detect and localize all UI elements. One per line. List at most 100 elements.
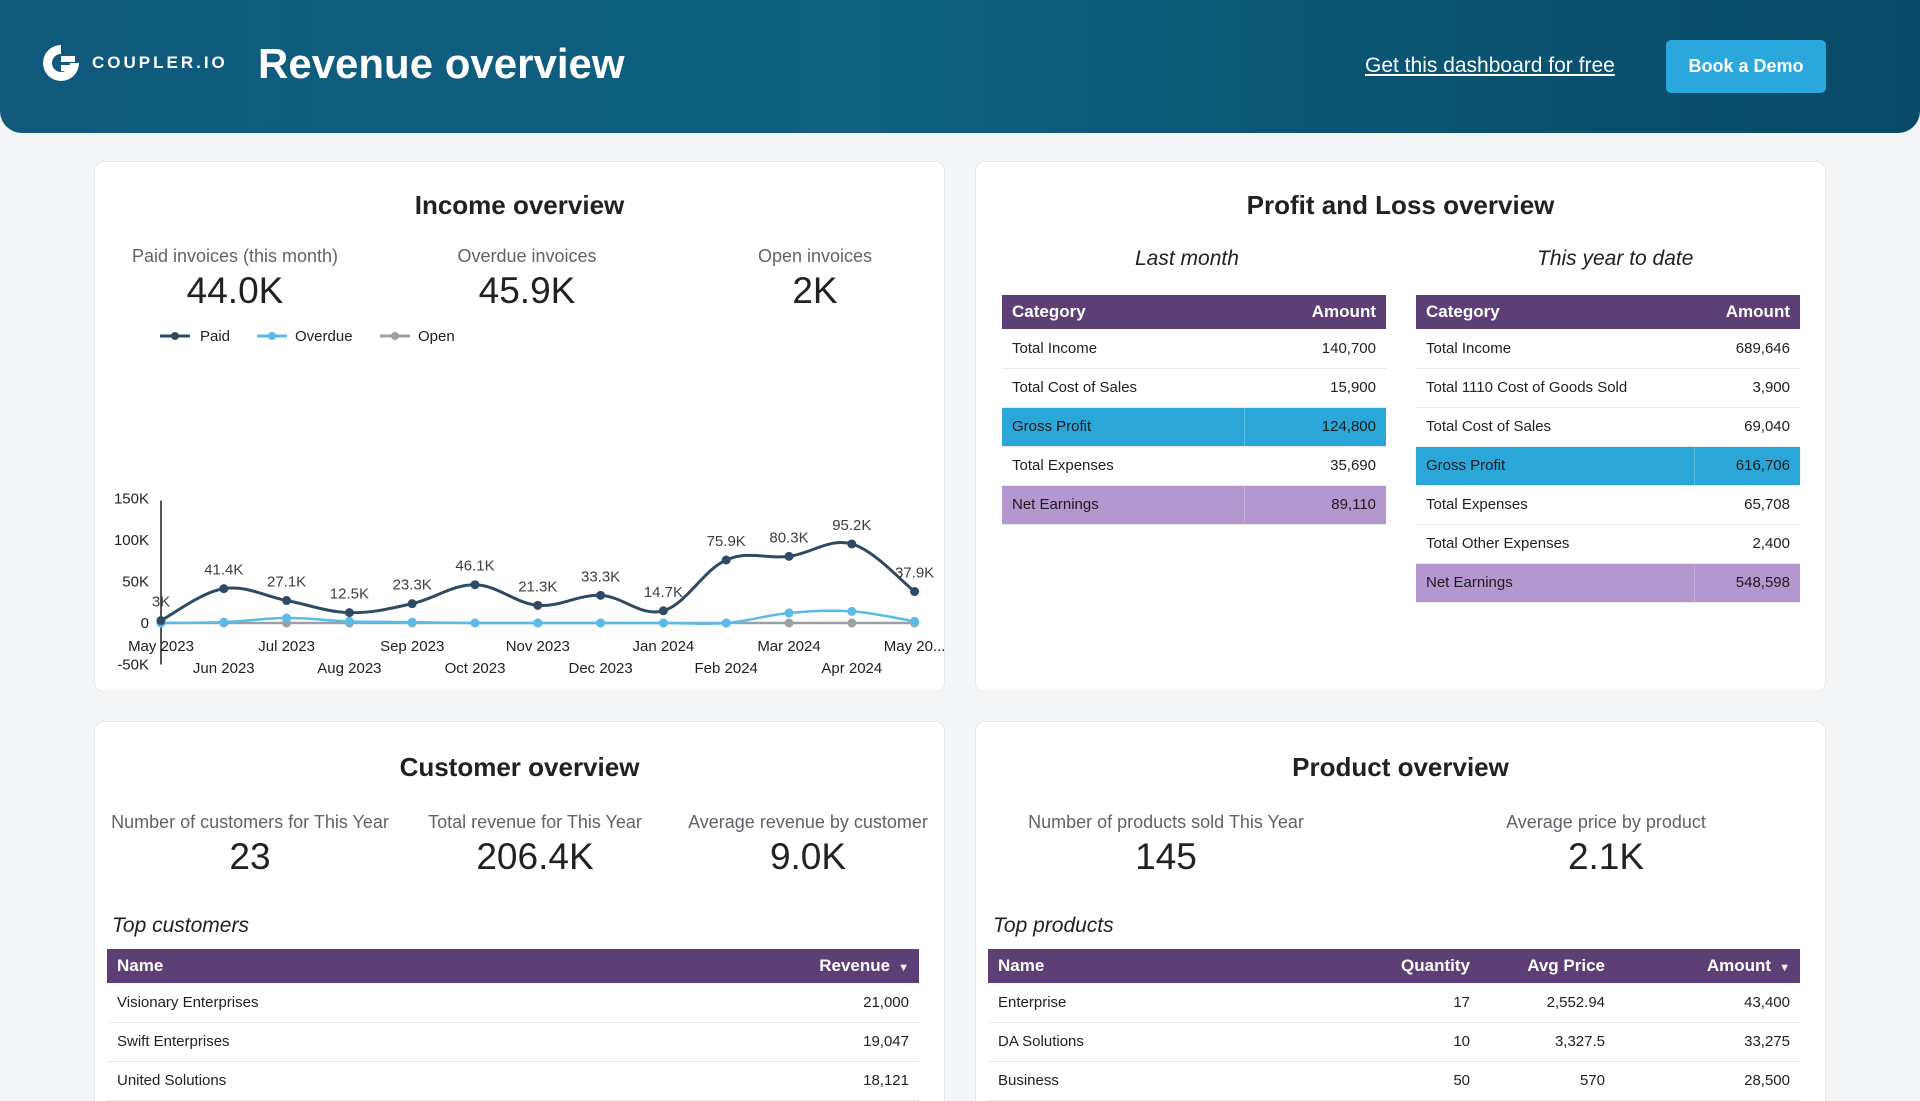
- series-point-overdue: [910, 616, 920, 626]
- kpi-label: Average price by product: [1506, 812, 1706, 832]
- logo[interactable]: COUPLER.IO: [40, 42, 228, 84]
- ytd-table[interactable]: Category Amount Total Income 689,646 Tota…: [1416, 295, 1800, 603]
- cell-name: Visionary Enterprises: [107, 983, 591, 1023]
- cell-amount: 2,400: [1694, 524, 1800, 564]
- data-label: 21.3K: [518, 578, 557, 595]
- col-amount[interactable]: Amount ▼: [1615, 949, 1800, 983]
- logo-text: COUPLER.IO: [92, 53, 228, 72]
- data-label: 33.3K: [581, 568, 620, 585]
- col-amount[interactable]: Amount: [1244, 295, 1386, 329]
- cell-category: Total Income: [1416, 329, 1695, 369]
- series-point-overdue: [533, 618, 543, 628]
- series-point-open: [784, 618, 794, 628]
- kpi-total-revenue: Total revenue for This Year 206.4K: [400, 812, 670, 878]
- legend-open-label: Open: [418, 328, 455, 345]
- kpi-value: 44.0K: [186, 270, 284, 311]
- top-customers-table[interactable]: Name Revenue ▼ Visionary Enterprises 21,00…: [107, 949, 919, 1101]
- series-point-overdue: [721, 618, 731, 628]
- kpi-label: Number of customers for This Year: [111, 812, 389, 832]
- top-customers-table-wrap: Name Revenue ▼ Visionary Enterprises 21,00…: [107, 949, 919, 1101]
- series-point-overdue: [219, 617, 229, 627]
- data-label: 3K: [152, 594, 170, 611]
- kpi-label: Total revenue for This Year: [428, 812, 642, 832]
- col-revenue-label: Revenue: [819, 956, 891, 975]
- cell-name: DA Solutions: [988, 1022, 1340, 1062]
- col-category[interactable]: Category: [1002, 295, 1245, 329]
- col-name[interactable]: Name: [107, 949, 591, 983]
- cell-category: Total Cost of Sales: [1416, 407, 1695, 447]
- cell-amount: 140,700: [1244, 329, 1386, 369]
- cell-category: Total Income: [1002, 329, 1245, 369]
- x-tick-label: Aug 2023: [317, 660, 381, 677]
- cell-amount: 548,598: [1694, 563, 1800, 603]
- data-label: 95.2K: [832, 517, 871, 534]
- chart-legend[interactable]: Paid Overdue Open: [160, 328, 455, 345]
- series-point-paid: [910, 587, 920, 597]
- table-row[interactable]: Visionary Enterprises 21,000: [107, 983, 919, 1023]
- legend-paid[interactable]: Paid: [160, 328, 230, 345]
- last-month-subtitle: Last month: [1135, 247, 1239, 270]
- x-tick-label: Mar 2024: [757, 638, 820, 655]
- table-row: Total Cost of Sales 69,040: [1416, 407, 1800, 447]
- x-tick-label: Jan 2024: [633, 638, 695, 655]
- series-point-paid: [533, 600, 543, 610]
- col-avg-price[interactable]: Avg Price: [1480, 949, 1615, 983]
- series-point-overdue: [847, 606, 857, 616]
- table-row[interactable]: Swift Enterprises 19,047: [107, 1022, 919, 1062]
- series-point-overdue: [596, 618, 606, 628]
- series-point-paid: [344, 608, 354, 618]
- kpi-open-invoices: Open invoices 2K: [695, 246, 935, 312]
- kpi-label: Open invoices: [757, 246, 873, 266]
- x-tick-label: Feb 2024: [695, 660, 758, 677]
- cell-avg-price: 2,552.94: [1480, 983, 1615, 1023]
- top-products-table[interactable]: Name Quantity Avg Price Amount ▼ Enterpri…: [988, 949, 1800, 1101]
- col-revenue[interactable]: Revenue ▼: [590, 949, 919, 983]
- table-row: Total 1110 Cost of Goods Sold 3,900: [1416, 368, 1800, 408]
- series-point-paid: [156, 616, 166, 626]
- series-point-paid: [470, 580, 480, 590]
- cell-category: Total Expenses: [1416, 485, 1695, 525]
- y-tick-label: 100K: [114, 532, 149, 549]
- table-row[interactable]: DA Solutions 10 3,327.5 33,275: [988, 1022, 1800, 1062]
- legend-open[interactable]: Open: [380, 328, 455, 345]
- sort-desc-icon[interactable]: ▼: [1779, 962, 1790, 974]
- series-point-open: [847, 618, 857, 628]
- cell-name: United Solutions: [107, 1061, 591, 1101]
- y-tick-label: 50K: [122, 574, 149, 591]
- table-row[interactable]: Enterprise 17 2,552.94 43,400: [988, 983, 1800, 1023]
- top-products-title: Top products: [993, 914, 1114, 937]
- ytd-table-wrap: Category Amount Total Income 689,646 Tota…: [1416, 295, 1800, 603]
- top-products-table-wrap: Name Quantity Avg Price Amount ▼ Enterpri…: [988, 949, 1800, 1101]
- table-row[interactable]: United Solutions 18,121: [107, 1061, 919, 1101]
- table-row-gross-profit: Gross Profit 124,800: [1002, 407, 1386, 447]
- cell-amount: 69,040: [1694, 407, 1800, 447]
- sort-desc-icon[interactable]: ▼: [898, 962, 909, 974]
- col-quantity[interactable]: Quantity: [1340, 949, 1480, 983]
- get-dashboard-link[interactable]: Get this dashboard for free: [1365, 54, 1615, 77]
- last-month-table[interactable]: Category Amount Total Income 140,700 Tota…: [1002, 295, 1386, 525]
- kpi-value: 2K: [792, 270, 838, 311]
- col-category[interactable]: Category: [1416, 295, 1695, 329]
- x-tick-label: Apr 2024: [821, 660, 882, 677]
- cell-amount: 15,900: [1244, 368, 1386, 408]
- cell-category: Net Earnings: [1416, 563, 1695, 603]
- table-row[interactable]: Business 50 570 28,500: [988, 1061, 1800, 1101]
- series-point-paid: [219, 584, 229, 594]
- col-amount[interactable]: Amount: [1694, 295, 1800, 329]
- legend-overdue[interactable]: Overdue: [257, 328, 353, 345]
- table-row: Total Expenses 35,690: [1002, 446, 1386, 486]
- kpi-label: Paid invoices (this month): [131, 246, 339, 266]
- book-demo-button[interactable]: Book a Demo: [1666, 40, 1826, 93]
- col-name[interactable]: Name: [988, 949, 1340, 983]
- income-line-chart[interactable]: Paid Overdue Open 150K 100K 50K 0 -50K May 2…: [95, 312, 946, 692]
- series-point-paid: [784, 551, 794, 561]
- y-axis: 150K 100K 50K 0 -50K: [114, 491, 162, 674]
- kpi-label: Number of products sold This Year: [1028, 812, 1304, 832]
- x-tick-label: Jun 2023: [193, 660, 255, 677]
- series-point-paid: [282, 596, 292, 606]
- cell-name: Swift Enterprises: [107, 1022, 591, 1062]
- cell-amount: 89,110: [1244, 485, 1386, 525]
- cell-avg-price: 3,327.5: [1480, 1022, 1615, 1062]
- cell-amount: 689,646: [1694, 329, 1800, 369]
- x-tick-label: Jul 2023: [258, 638, 315, 655]
